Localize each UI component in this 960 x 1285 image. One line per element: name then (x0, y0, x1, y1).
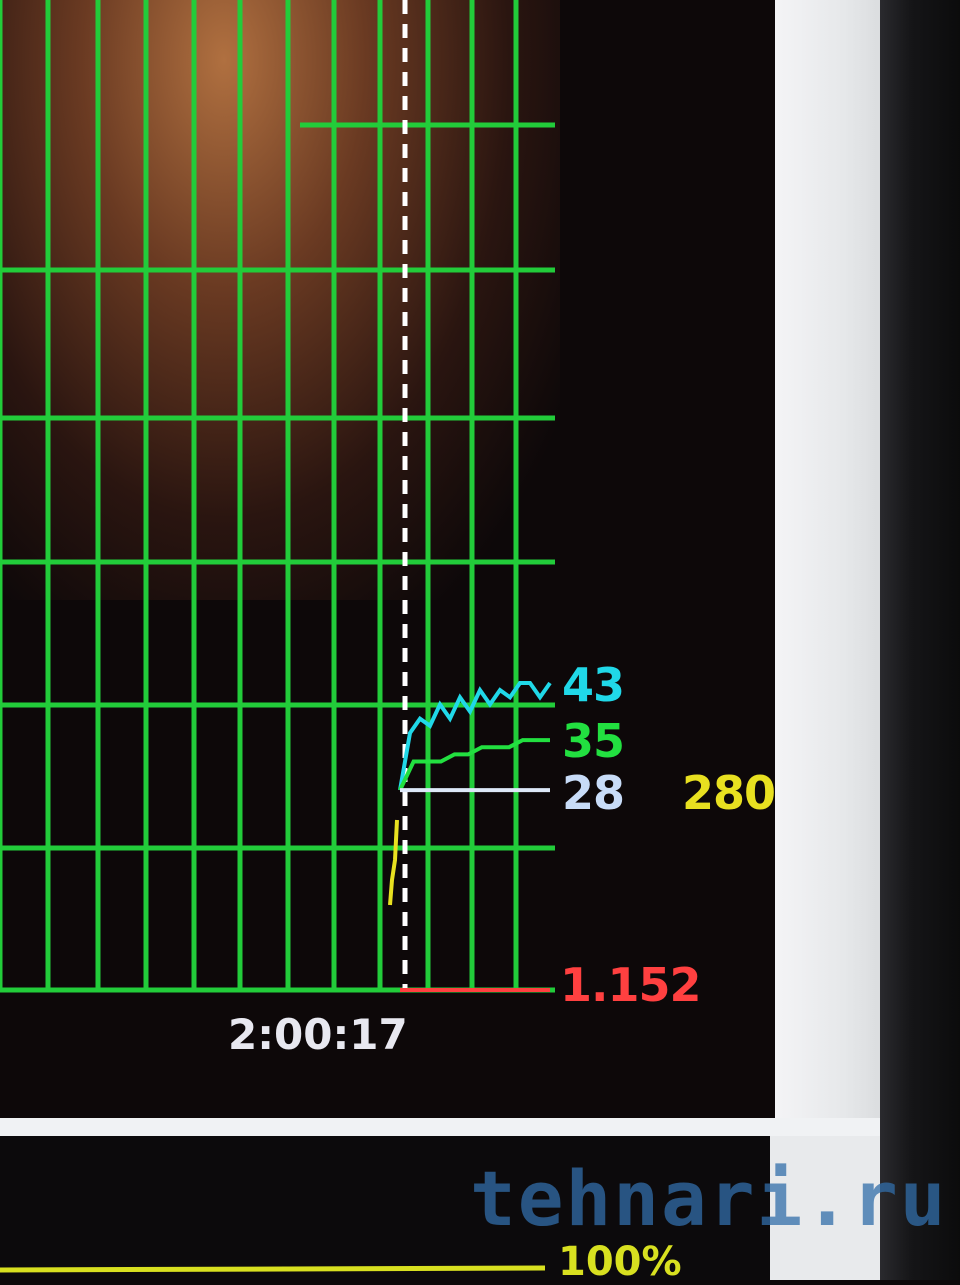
x-tick-label: 2:00:17 (228, 1010, 408, 1059)
series-line-1 (398, 738, 550, 791)
series-label-3: 2800 (682, 770, 775, 816)
series-label-2: 28 (562, 766, 625, 820)
lower-side-panel (770, 1136, 880, 1280)
series-label-4: 1.152 (560, 958, 702, 1012)
panel-divider (0, 1118, 880, 1138)
monitor-bezel (880, 0, 960, 1280)
series-line-3 (388, 819, 399, 906)
lower-chart-panel (0, 1136, 770, 1280)
window-side-panel (775, 0, 890, 1120)
watermark: tehnari.ru (470, 1154, 948, 1243)
progress-label: 100% (558, 1239, 682, 1285)
screen-glare (0, 0, 560, 600)
series-line-0 (398, 681, 552, 791)
series-label-0: 43 (562, 658, 625, 712)
series-label-1: 35 (562, 714, 625, 768)
chart-plot (0, 0, 555, 993)
